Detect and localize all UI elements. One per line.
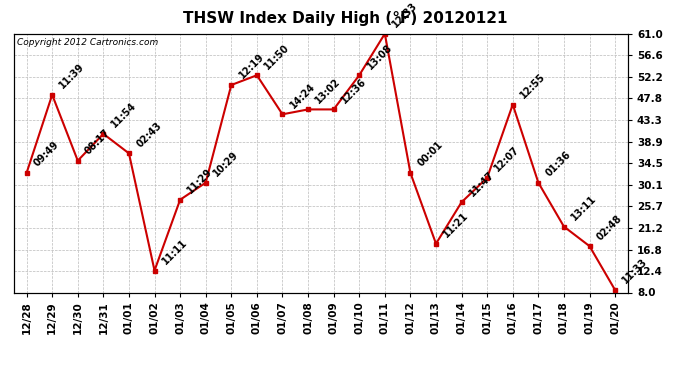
Text: 01:36: 01:36 bbox=[544, 150, 573, 178]
Text: 12:07: 12:07 bbox=[493, 145, 522, 174]
Text: 11:47: 11:47 bbox=[467, 169, 496, 198]
Text: 12:19: 12:19 bbox=[237, 52, 266, 81]
Text: 12:55: 12:55 bbox=[518, 71, 547, 100]
Text: 00:01: 00:01 bbox=[416, 140, 445, 169]
Text: 10:29: 10:29 bbox=[211, 150, 240, 178]
Text: 13:11: 13:11 bbox=[569, 194, 598, 222]
Text: 12:33: 12:33 bbox=[391, 1, 420, 30]
Text: 11:11: 11:11 bbox=[160, 237, 189, 266]
Text: 11:50: 11:50 bbox=[262, 42, 291, 71]
Text: 11:29: 11:29 bbox=[186, 166, 215, 196]
Text: 11:39: 11:39 bbox=[58, 62, 87, 91]
Text: 14:24: 14:24 bbox=[288, 81, 317, 110]
Text: 11:54: 11:54 bbox=[109, 100, 138, 130]
Text: THSW Index Daily High (°F) 20120121: THSW Index Daily High (°F) 20120121 bbox=[183, 11, 507, 26]
Text: 13:02: 13:02 bbox=[314, 76, 343, 105]
Text: 11:21: 11:21 bbox=[442, 210, 471, 240]
Text: 13:08: 13:08 bbox=[365, 42, 394, 71]
Text: Copyright 2012 Cartronics.com: Copyright 2012 Cartronics.com bbox=[17, 38, 158, 46]
Text: 11:33: 11:33 bbox=[621, 257, 650, 286]
Text: 12:36: 12:36 bbox=[339, 76, 368, 105]
Text: 02:43: 02:43 bbox=[135, 120, 164, 149]
Text: 09:49: 09:49 bbox=[32, 140, 61, 169]
Text: 02:48: 02:48 bbox=[595, 213, 624, 242]
Text: 08:17: 08:17 bbox=[83, 128, 112, 156]
